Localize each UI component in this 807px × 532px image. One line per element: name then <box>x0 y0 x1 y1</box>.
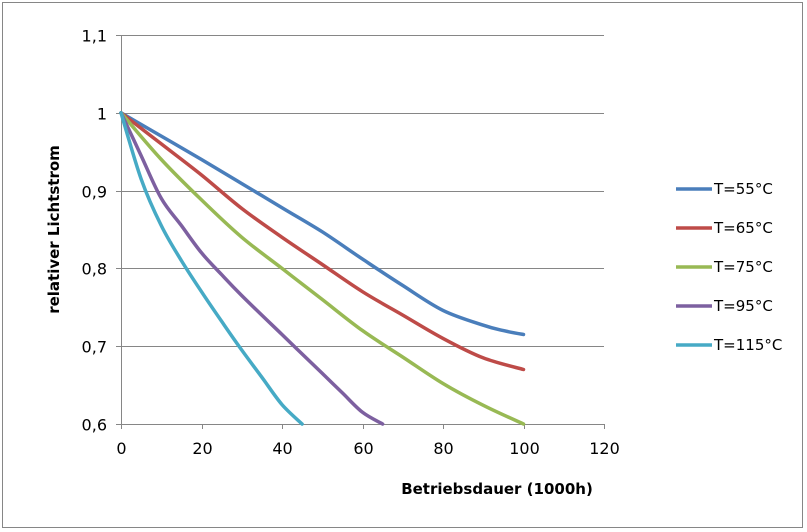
legend-label: T=115°C <box>713 336 782 354</box>
series-line-5 <box>119 111 304 426</box>
y-tick-label: 1 <box>97 105 107 124</box>
x-tick-label: 60 <box>353 439 373 458</box>
axes: 0,6 0,7 0,8 0,9 1 1,1 0 20 40 60 80 100 120 <box>82 27 620 459</box>
y-tick-label: 1,1 <box>82 27 107 46</box>
y-tick-label: 0,9 <box>82 183 107 202</box>
legend-label: T=55°C <box>713 180 773 198</box>
legend: T=55°C T=65°C T=75°C T=95°C T=115°C <box>676 180 782 354</box>
series-line-2 <box>119 111 526 372</box>
x-tick-label: 120 <box>589 439 620 458</box>
series-line-1 <box>119 111 526 337</box>
series-line-3 <box>119 111 526 426</box>
gridlines <box>121 35 604 347</box>
y-axis-title: relativer Lichtstrom <box>45 145 63 314</box>
y-tick-label: 0,7 <box>82 338 107 357</box>
y-tick-label: 0,6 <box>82 416 107 435</box>
series-lines <box>119 111 526 426</box>
x-tick-label: 40 <box>272 439 292 458</box>
x-tick-label: 80 <box>433 439 453 458</box>
legend-label: T=95°C <box>713 297 773 315</box>
x-tick-label: 100 <box>509 439 540 458</box>
x-tick-label: 0 <box>116 439 126 458</box>
legend-label: T=65°C <box>713 219 773 237</box>
x-tick-label: 20 <box>192 439 212 458</box>
y-tick-label: 0,8 <box>82 260 107 279</box>
x-axis-title: Betriebsdauer (1000h) <box>401 480 593 498</box>
series-line-4 <box>119 111 385 426</box>
legend-label: T=75°C <box>713 258 773 276</box>
